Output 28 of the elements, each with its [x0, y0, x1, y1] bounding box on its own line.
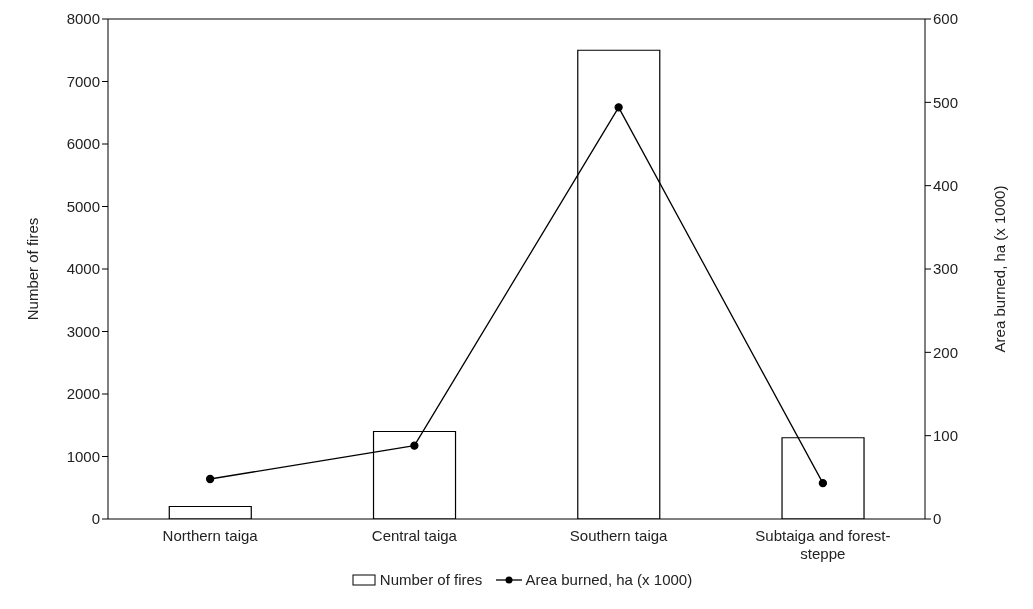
x-tick-label: Subtaiga and forest-steppe [755, 527, 891, 562]
y-tick-label: 2000 [66, 385, 100, 403]
y2-tick-label: 300 [933, 260, 959, 278]
legend-label: Area burned, ha (x 1000) [525, 571, 693, 588]
y-tick-label: 6000 [66, 135, 100, 153]
y2-tick-label: 400 [933, 176, 959, 194]
y-tick-label: 4000 [66, 260, 100, 278]
point [818, 479, 828, 488]
point [205, 474, 215, 484]
y2-tick-label: 500 [933, 93, 959, 111]
y-tick-label: 7000 [66, 72, 100, 90]
x-tick-label: Southern taiga [569, 527, 669, 544]
y2-tick-label: 200 [933, 343, 959, 361]
y2-axis-title: Area burned, ha (x 1000) [991, 185, 1009, 353]
y-tick-label: 3000 [66, 322, 100, 340]
y-tick-label: 0 [91, 510, 100, 528]
x-tick-label: Central taiga [371, 527, 458, 544]
point [614, 103, 623, 112]
y-tick-label: 5000 [66, 197, 100, 215]
y2-tick-label: 0 [933, 510, 942, 528]
y-tick-label: 1000 [66, 447, 100, 465]
y-tick-label: 8000 [66, 10, 100, 28]
y2-tick-label: 600 [933, 10, 959, 28]
y-axis-title: Number of fires [24, 217, 42, 321]
point [410, 441, 419, 450]
x-tick-label: Northern taiga [162, 527, 259, 544]
y2-tick-label: 100 [933, 426, 959, 444]
legend-label: Number of fires [379, 571, 483, 588]
